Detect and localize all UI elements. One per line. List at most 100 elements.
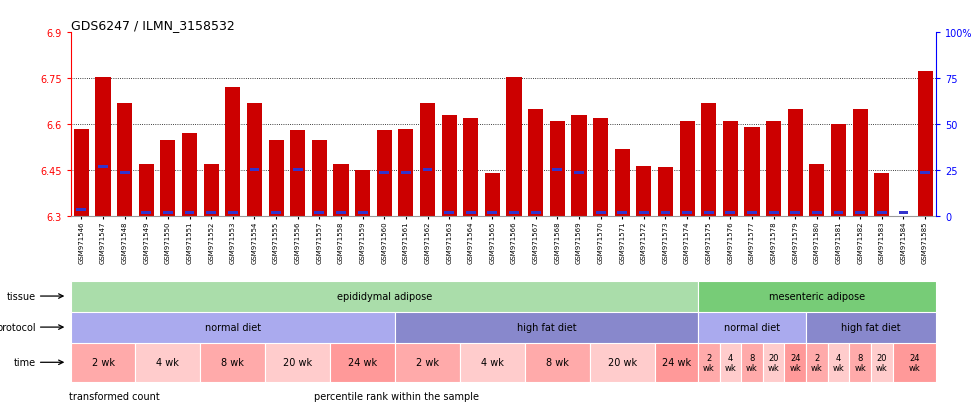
- Text: 20
wk: 20 wk: [767, 353, 779, 372]
- Text: high fat diet: high fat diet: [516, 322, 576, 332]
- Bar: [420, 104, 435, 217]
- Bar: [117, 104, 132, 217]
- Bar: [704, 212, 713, 214]
- Text: 2
wk: 2 wk: [703, 353, 714, 372]
- Bar: [723, 122, 738, 217]
- FancyBboxPatch shape: [807, 343, 828, 382]
- Bar: [312, 140, 327, 217]
- Text: high fat diet: high fat diet: [841, 322, 901, 332]
- FancyBboxPatch shape: [850, 343, 871, 382]
- Bar: [464, 119, 478, 217]
- Bar: [139, 165, 154, 217]
- Bar: [877, 212, 887, 214]
- Bar: [574, 172, 584, 175]
- FancyBboxPatch shape: [698, 281, 936, 312]
- Bar: [225, 88, 240, 217]
- Bar: [141, 212, 151, 214]
- FancyBboxPatch shape: [893, 343, 936, 382]
- Bar: [120, 172, 129, 175]
- Bar: [163, 212, 172, 214]
- Bar: [679, 122, 695, 217]
- Text: 4 wk: 4 wk: [481, 357, 504, 368]
- Text: 24
wk: 24 wk: [908, 353, 920, 372]
- Bar: [639, 212, 649, 214]
- Text: 2 wk: 2 wk: [91, 357, 115, 368]
- Text: 20 wk: 20 wk: [283, 357, 313, 368]
- FancyBboxPatch shape: [395, 312, 698, 343]
- Text: 4 wk: 4 wk: [157, 357, 179, 368]
- Text: 2
wk: 2 wk: [811, 353, 823, 372]
- Text: 20 wk: 20 wk: [608, 357, 637, 368]
- Bar: [333, 165, 349, 217]
- Bar: [550, 122, 564, 217]
- Bar: [747, 212, 757, 214]
- FancyBboxPatch shape: [698, 343, 719, 382]
- Text: 4
wk: 4 wk: [833, 353, 845, 372]
- Bar: [834, 212, 844, 214]
- Text: 24 wk: 24 wk: [662, 357, 691, 368]
- Bar: [204, 165, 219, 217]
- Bar: [614, 150, 630, 217]
- Text: 8
wk: 8 wk: [855, 353, 866, 372]
- Bar: [487, 212, 497, 214]
- Bar: [661, 212, 670, 214]
- Bar: [315, 212, 324, 214]
- FancyBboxPatch shape: [71, 312, 395, 343]
- Bar: [355, 171, 370, 217]
- Bar: [682, 212, 692, 214]
- FancyBboxPatch shape: [590, 343, 655, 382]
- Bar: [74, 130, 89, 217]
- Bar: [920, 172, 930, 175]
- Text: 24 wk: 24 wk: [348, 357, 377, 368]
- Bar: [206, 212, 217, 214]
- Bar: [269, 140, 283, 217]
- Bar: [874, 174, 890, 217]
- Bar: [856, 212, 865, 214]
- Text: 20
wk: 20 wk: [876, 353, 888, 372]
- Bar: [376, 131, 392, 217]
- Bar: [336, 212, 346, 214]
- Text: transformed count: transformed count: [70, 391, 160, 401]
- Bar: [250, 169, 260, 172]
- Bar: [95, 78, 111, 217]
- FancyBboxPatch shape: [719, 343, 741, 382]
- Bar: [745, 128, 760, 217]
- FancyBboxPatch shape: [330, 343, 395, 382]
- Bar: [596, 212, 606, 214]
- FancyBboxPatch shape: [395, 343, 460, 382]
- Bar: [293, 169, 303, 172]
- FancyBboxPatch shape: [135, 343, 200, 382]
- FancyBboxPatch shape: [784, 343, 807, 382]
- FancyBboxPatch shape: [525, 343, 590, 382]
- Bar: [379, 172, 389, 175]
- FancyBboxPatch shape: [655, 343, 698, 382]
- Bar: [790, 212, 801, 214]
- Bar: [636, 166, 652, 217]
- Bar: [485, 174, 500, 217]
- Bar: [76, 209, 86, 211]
- Text: time: time: [14, 357, 35, 368]
- FancyBboxPatch shape: [266, 343, 330, 382]
- Bar: [184, 212, 194, 214]
- Text: mesenteric adipose: mesenteric adipose: [769, 291, 865, 301]
- Bar: [899, 212, 908, 214]
- Bar: [507, 78, 521, 217]
- FancyBboxPatch shape: [762, 343, 784, 382]
- Bar: [228, 212, 238, 214]
- Bar: [617, 212, 627, 214]
- Bar: [788, 109, 803, 217]
- Bar: [510, 212, 519, 214]
- Bar: [528, 109, 543, 217]
- Text: 8 wk: 8 wk: [221, 357, 244, 368]
- Bar: [271, 212, 281, 214]
- FancyBboxPatch shape: [807, 312, 936, 343]
- Bar: [398, 130, 414, 217]
- Bar: [571, 116, 586, 217]
- Text: 8 wk: 8 wk: [546, 357, 568, 368]
- Bar: [466, 212, 475, 214]
- Bar: [701, 104, 716, 217]
- Bar: [812, 212, 822, 214]
- Text: GDS6247 / ILMN_3158532: GDS6247 / ILMN_3158532: [71, 19, 234, 32]
- Bar: [917, 71, 933, 217]
- Text: 8
wk: 8 wk: [746, 353, 758, 372]
